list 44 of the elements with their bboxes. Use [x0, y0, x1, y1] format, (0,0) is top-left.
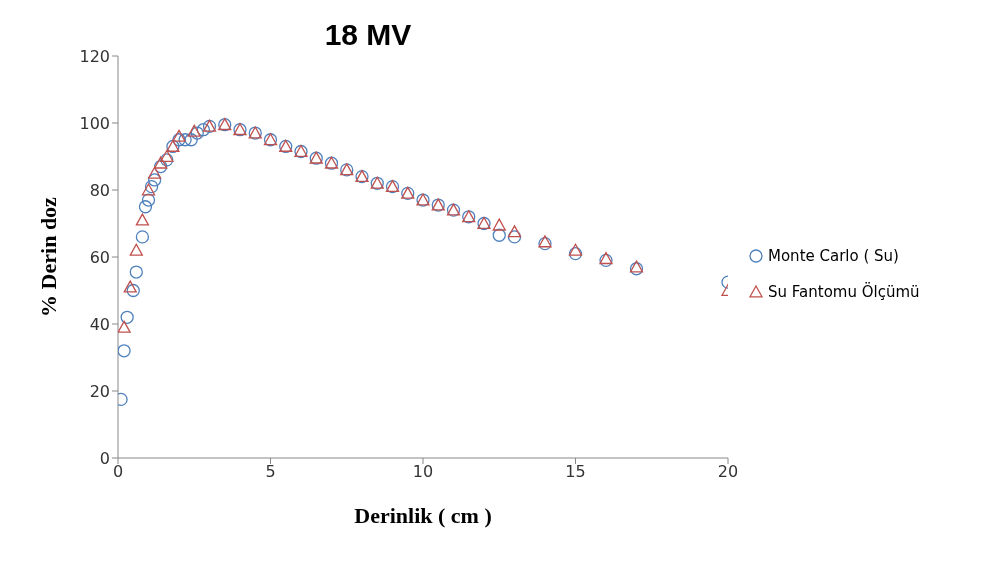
point: [568, 247, 583, 261]
point: [172, 133, 186, 147]
point: [138, 200, 153, 214]
y-tick-label: 80: [89, 180, 110, 200]
y-axis-title: % Derin doz: [35, 196, 61, 317]
x-tick-label: 5: [265, 462, 276, 482]
point: [126, 283, 140, 298]
point: [178, 133, 192, 147]
point: [147, 173, 162, 187]
point: [154, 159, 168, 174]
chart-title: 18 MV: [324, 18, 412, 51]
point: [154, 156, 168, 169]
y-tick-label: 40: [89, 314, 110, 334]
x-tick-label: 10: [412, 462, 434, 482]
point: [147, 166, 162, 179]
x-tick-label: 0: [112, 462, 124, 482]
point: [184, 133, 198, 147]
point: [507, 230, 522, 244]
y-tick-label: 0: [99, 448, 110, 468]
y-tick-label: 100: [79, 113, 110, 133]
x-tick-label: 15: [565, 462, 586, 482]
point: [568, 243, 583, 256]
point: [123, 280, 137, 293]
x-tick-label: 20: [717, 462, 739, 482]
point: [160, 149, 174, 162]
point: [141, 193, 156, 207]
y-tick-label: 20: [89, 381, 110, 401]
point: [129, 265, 143, 279]
point: [507, 225, 522, 238]
point: [492, 218, 506, 231]
point: [196, 123, 211, 137]
point: [135, 230, 150, 244]
x-axis-title: Derinlik ( cm ): [354, 503, 492, 528]
point: [172, 129, 186, 142]
legend-label: Su Fantomu Ölçümü: [768, 283, 920, 301]
point: [120, 310, 134, 324]
point: [129, 243, 143, 256]
point: [118, 320, 131, 333]
point: [160, 153, 174, 167]
y-tick-label: 120: [79, 46, 110, 66]
legend-label: Monte Carlo ( Su): [768, 247, 899, 265]
point: [135, 213, 150, 226]
y-tick-label: 60: [89, 247, 110, 267]
point: [118, 344, 131, 358]
